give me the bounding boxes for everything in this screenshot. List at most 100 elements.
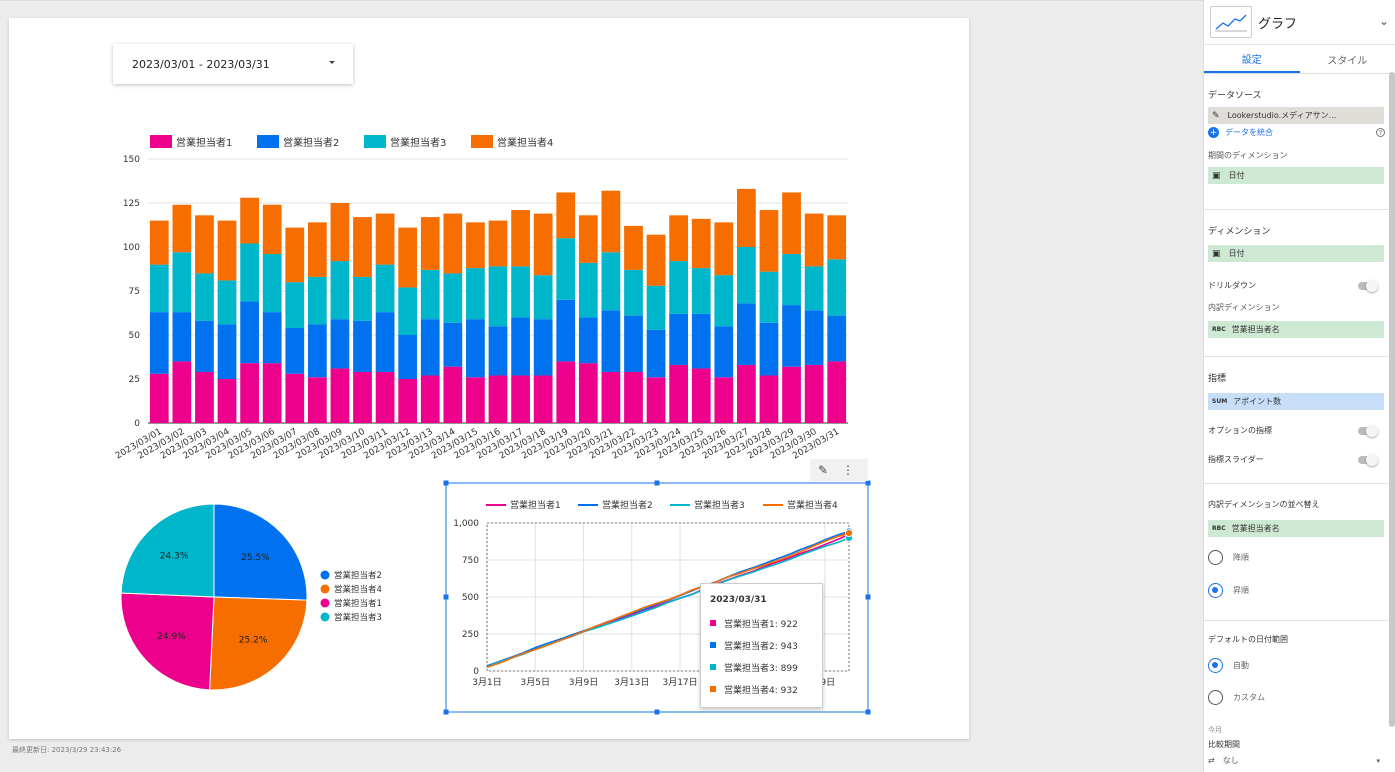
data-source-chip[interactable]: ✎ Lookerstudio.メディアサン... [1208,107,1384,124]
bar-segment [488,326,508,376]
drilldown-label: ドリルダウン [1208,281,1256,290]
legend-label: 営業担当者2 [283,136,339,149]
bar-segment [398,287,418,335]
bar-segment [578,317,598,364]
compare-period-select[interactable]: ⇄ なし ▾ [1208,755,1384,766]
bar-segment [737,188,756,247]
edit-icon[interactable]: ✎ [817,463,828,477]
chevron-down-icon: ⌄ [1378,14,1389,28]
legend-label: 営業担当者3 [694,499,745,511]
bar-segment [217,379,237,423]
last-updated: 最終更新日: 2023/3/29 23:43:26 [12,746,122,754]
drilldown-toggle[interactable] [1358,279,1378,292]
bar-segment [737,303,756,365]
tooltip-row-text: 営業担当者1: 922 [724,619,798,630]
bar-segment [737,364,756,423]
dimension-chip[interactable]: ▣ 日付 [1208,245,1384,262]
bar-segment [533,319,553,376]
bar-segment [556,299,576,362]
breakdown-dimension-chip[interactable]: RBC 営業担当者名 [1208,321,1384,338]
bar-segment [353,320,372,372]
pie-slice-label: 24.3% [160,551,189,561]
bar-segment [262,363,282,423]
properties-panel: グラフ ⌄ 設定 スタイル データソース ✎ Lookerstudio.メディアサ… [1203,0,1395,772]
bar-segment [217,280,237,325]
bar-segment [375,264,395,313]
bar-segment [533,213,553,276]
sort-desc-option[interactable]: 降順 [1208,550,1249,565]
tab-style[interactable]: スタイル [1327,55,1368,67]
stacked-bar-chart[interactable]: 0 25 50 75 100 125 150 営業担当者1 営業担当者2 営業担当者3 営業担当者4… [100,126,860,462]
y-tick-label: 500 [462,593,479,603]
resize-handle [443,709,449,715]
bar-segment [420,319,440,376]
chart-toolbar: ✎ ⋮ [810,459,868,481]
pie-chart[interactable]: 25.5% 25.2% 24.9% 24.3% 営業担当者2 営業担当者4 営業担当者1 営業… [110,496,410,701]
metric-slider-row: 指標スライダー [1208,453,1384,466]
swatch-icon [710,620,716,626]
bar-segment [714,326,734,378]
bar-segment [601,190,621,253]
radio-icon [1208,550,1223,565]
bar-segment [511,210,530,267]
y-tick-label: 100 [123,243,140,253]
abc-icon: RBC [1212,326,1226,333]
more-vert-icon[interactable]: ⋮ [842,463,854,477]
optional-metrics-toggle[interactable] [1358,424,1378,437]
abc-icon: RBC [1212,525,1226,532]
bar-segment [195,215,214,274]
calendar-icon: ▣ [1212,248,1221,259]
tab-setup[interactable]: 設定 [1204,45,1300,73]
bar-segment [827,215,847,260]
legend-label: 営業担当者3 [390,136,446,149]
drilldown-row: ドリルダウン [1208,279,1384,292]
sum-icon: SUM [1212,398,1228,405]
sort-field-name: 営業担当者名 [1231,524,1280,533]
chart-type-selector[interactable]: グラフ ⌄ [1204,0,1395,45]
sort-field-chip[interactable]: RBC 営業担当者名 [1208,520,1384,537]
breakdown-dimension-label: 内訳ディメンション [1208,303,1280,312]
section-default-date: デフォルトの日付範囲 自動 カスタム 今月 比較期間 ⇄ なし ▾ [1204,621,1395,772]
bar-segment [714,275,734,327]
bar-segment [714,377,734,423]
panel-scrollbar[interactable] [1389,72,1395,727]
date-range-control[interactable]: 2023/03/01 - 2023/03/31 [113,44,353,84]
metric-slider-toggle[interactable] [1358,453,1378,466]
bar-segment [646,285,666,330]
bar-segment [737,247,756,304]
bar-segment [759,210,779,272]
metric-chip[interactable]: SUM アポイント数 [1208,393,1384,410]
sort-asc-option[interactable]: 昇順 [1208,583,1249,598]
radio-selected-icon [1208,658,1223,673]
resize-handle [865,594,871,600]
legend-label: 営業担当者1 [176,136,232,149]
swatch-icon [710,642,716,648]
resize-handle [443,594,449,600]
date-custom-option[interactable]: カスタム [1208,690,1265,705]
date-auto-option[interactable]: 自動 [1208,658,1249,673]
tooltip-row: 営業担当者1: 922 [710,619,822,630]
tooltip-row-text: 営業担当者2: 943 [724,641,798,652]
swap-icon: ⇄ [1208,756,1215,765]
section-title: 内訳ディメンションの並べ替え [1208,500,1320,509]
sort-desc-label: 降順 [1233,553,1249,562]
period-dimension-chip[interactable]: ▣ 日付 [1208,167,1384,184]
bar-segment [782,254,801,306]
blend-data-link[interactable]: + データを統合 [1208,127,1273,138]
swatch-icon [710,686,716,692]
bar-segment [172,361,192,423]
legend-label: 営業担当者2 [334,570,382,581]
x-tick-label: 3月9日 [569,677,598,688]
help-icon[interactable]: ? [1376,128,1385,137]
bar-segment [307,222,327,277]
series-line [486,532,850,669]
bar-segment [172,204,192,253]
cumulative-line-chart[interactable]: 0 250 500 750 1,000 3月1日 3月5日 3月9日 3月13日 3月17日 29日… [440,480,874,716]
bar-segment [240,243,259,302]
pie-slice [213,503,308,601]
bar-segment [646,234,666,286]
bar-segment [353,217,372,277]
pie-slice [120,592,215,691]
bar-segment [172,312,192,362]
resize-handle [865,709,871,715]
